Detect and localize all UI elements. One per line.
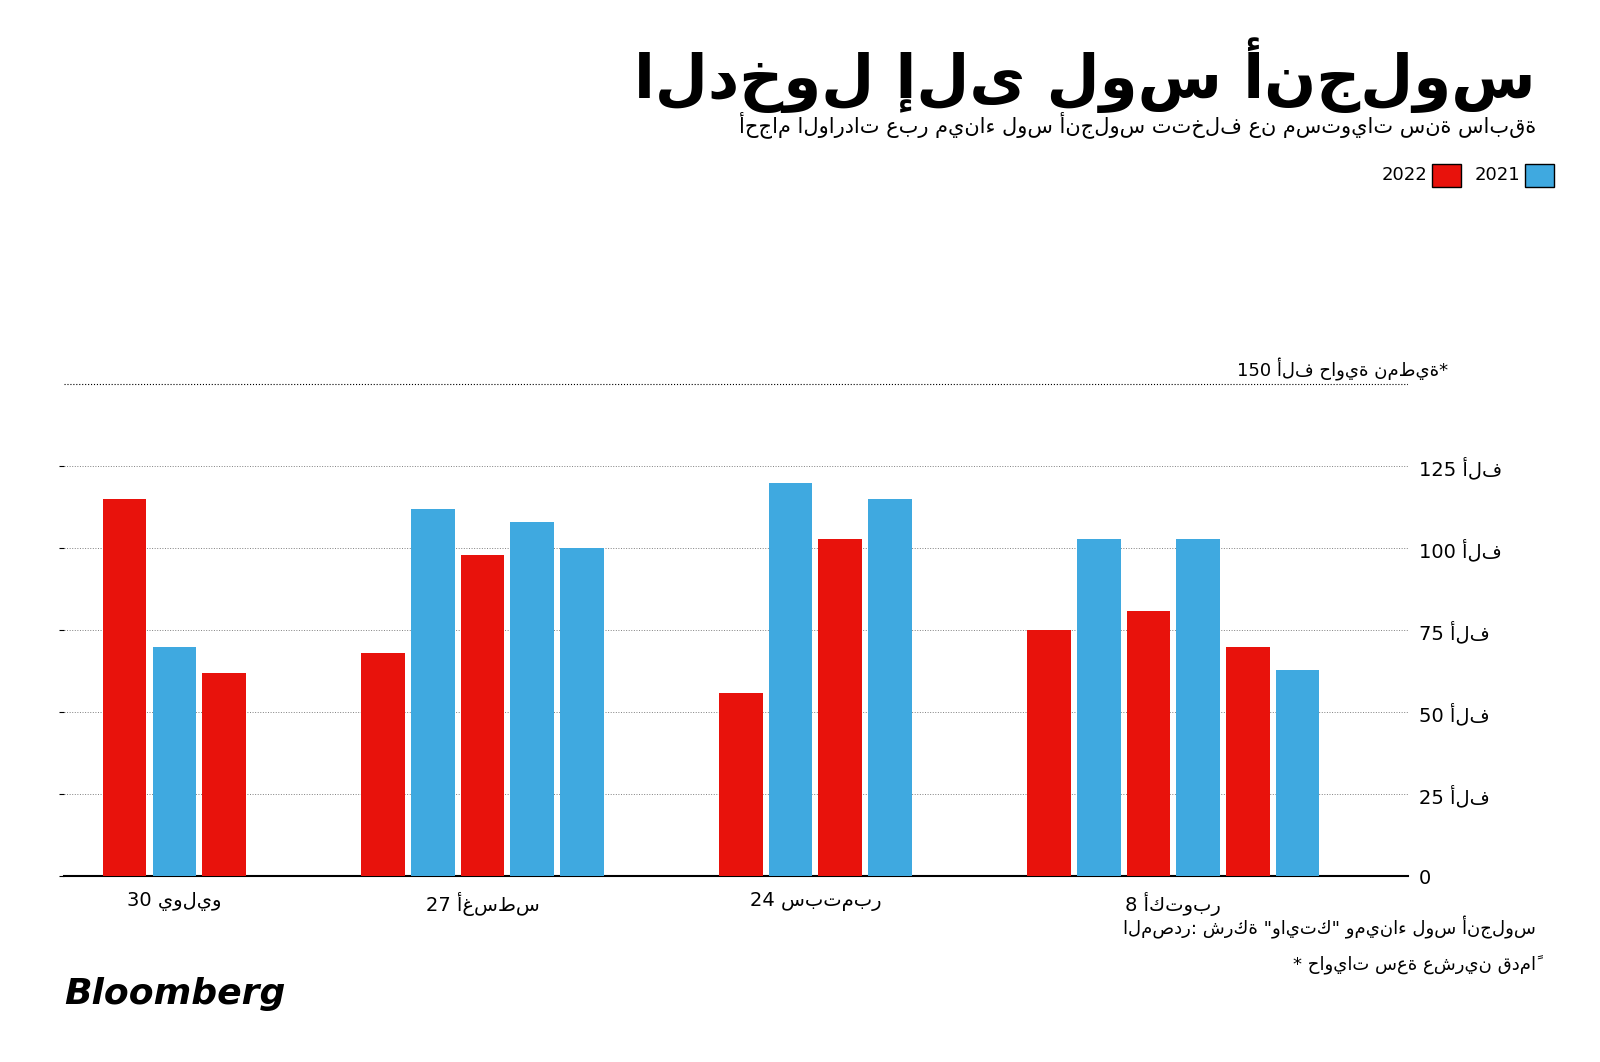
Text: 2021: 2021 <box>1474 167 1520 184</box>
Bar <box>819 538 862 876</box>
Bar <box>869 499 912 876</box>
Bar <box>461 555 504 876</box>
Bar <box>202 673 246 876</box>
Bar <box>1027 631 1070 876</box>
Bar <box>510 523 554 876</box>
Text: 2022: 2022 <box>1381 167 1427 184</box>
Bar <box>1077 538 1120 876</box>
Text: الدخول إلى لوس أنجلوس: الدخول إلى لوس أنجلوس <box>634 37 1536 113</box>
Text: Bloomberg: Bloomberg <box>64 977 285 1011</box>
Bar <box>152 647 197 876</box>
Bar <box>718 692 763 876</box>
Bar <box>1275 670 1320 876</box>
Bar <box>102 499 147 876</box>
Bar <box>1126 611 1170 876</box>
Bar <box>1176 538 1219 876</box>
Bar <box>560 548 603 876</box>
Bar <box>411 509 454 876</box>
Bar <box>768 483 813 876</box>
Text: أحجام الواردات عبر ميناء لوس أنجلوس تتخلف عن مستويات سنة سابقة: أحجام الواردات عبر ميناء لوس أنجلوس تتخل… <box>739 112 1536 138</box>
Text: 150 ألف حاوية نمطية*: 150 ألف حاوية نمطية* <box>1237 358 1448 381</box>
Bar <box>362 653 405 876</box>
Text: المصدر: شركة "وايتك" وميناء لوس أنجلوس: المصدر: شركة "وايتك" وميناء لوس أنجلوس <box>1123 915 1536 939</box>
Text: * حاويات سعة عشرين قدماً: * حاويات سعة عشرين قدماً <box>1293 956 1536 975</box>
Bar <box>1226 647 1270 876</box>
